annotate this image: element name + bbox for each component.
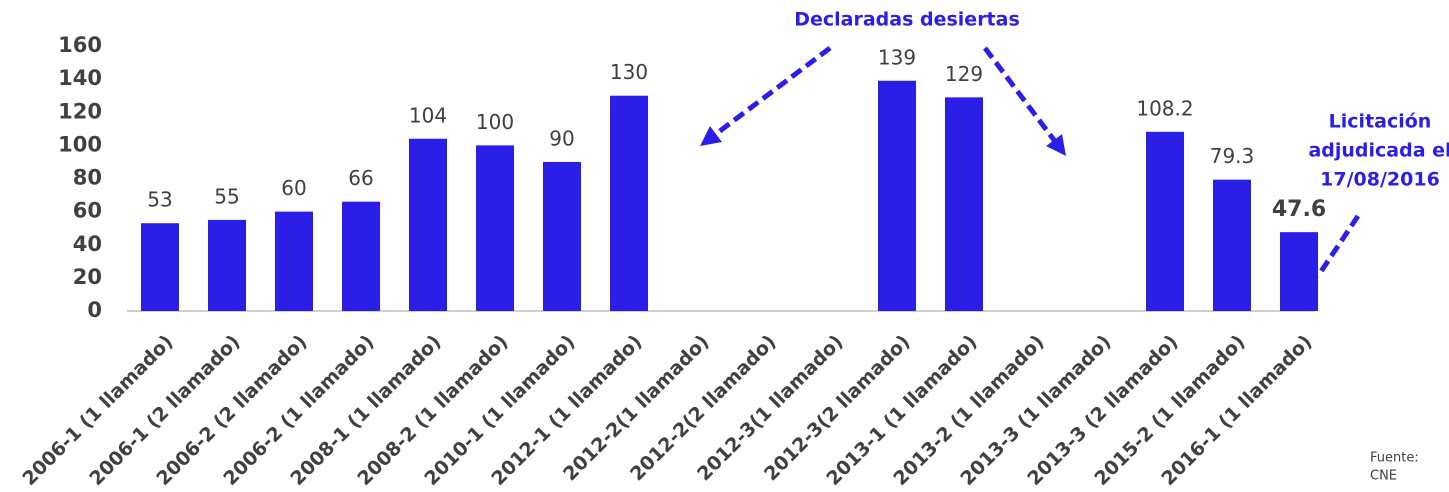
source: CNE [1370, 469, 1397, 484]
y-tick-label: 140 [58, 66, 102, 90]
bar [878, 80, 916, 311]
bar [945, 97, 983, 311]
bar [342, 201, 380, 311]
bar [543, 161, 581, 311]
y-tick-label: 60 [73, 199, 102, 223]
bar [1146, 131, 1184, 311]
value-label: 79.3 [1210, 144, 1255, 168]
bar [1280, 232, 1318, 311]
annotation: adjudicada el [1308, 140, 1449, 162]
value-label: 108.2 [1136, 96, 1193, 120]
value-label: 53 [147, 188, 172, 212]
value-label: 60 [281, 176, 306, 200]
bar [476, 145, 514, 311]
arrow [700, 46, 832, 147]
y-tick-label: 120 [58, 99, 102, 123]
annotation: Declaradas desiertas [794, 9, 1020, 31]
value-label: 129 [945, 62, 983, 86]
arrow [1315, 214, 1361, 278]
y-tick-label: 100 [58, 132, 102, 156]
source: Fuente: [1370, 451, 1419, 466]
annotation: 17/08/2016 [1320, 169, 1440, 191]
annotation: Licitación [1329, 111, 1432, 133]
value-label: 47.6 [1272, 197, 1326, 222]
bar [208, 219, 246, 311]
value-label: 104 [409, 103, 447, 127]
bar [409, 138, 447, 311]
y-tick-label: 0 [87, 298, 102, 322]
y-tick-label: 40 [73, 232, 102, 256]
bar [610, 95, 648, 311]
value-label: 55 [214, 184, 239, 208]
y-tick-label: 80 [73, 166, 102, 190]
value-label: 130 [610, 60, 648, 84]
value-label: 90 [549, 126, 574, 150]
bar [275, 211, 313, 311]
y-tick-label: 20 [73, 265, 102, 289]
value-label: 100 [476, 110, 514, 134]
y-tick-label: 160 [58, 33, 102, 57]
value-label: 139 [878, 45, 916, 69]
bar [141, 223, 179, 311]
bar [1213, 179, 1251, 311]
arrow [983, 46, 1066, 156]
value-label: 66 [348, 166, 373, 190]
